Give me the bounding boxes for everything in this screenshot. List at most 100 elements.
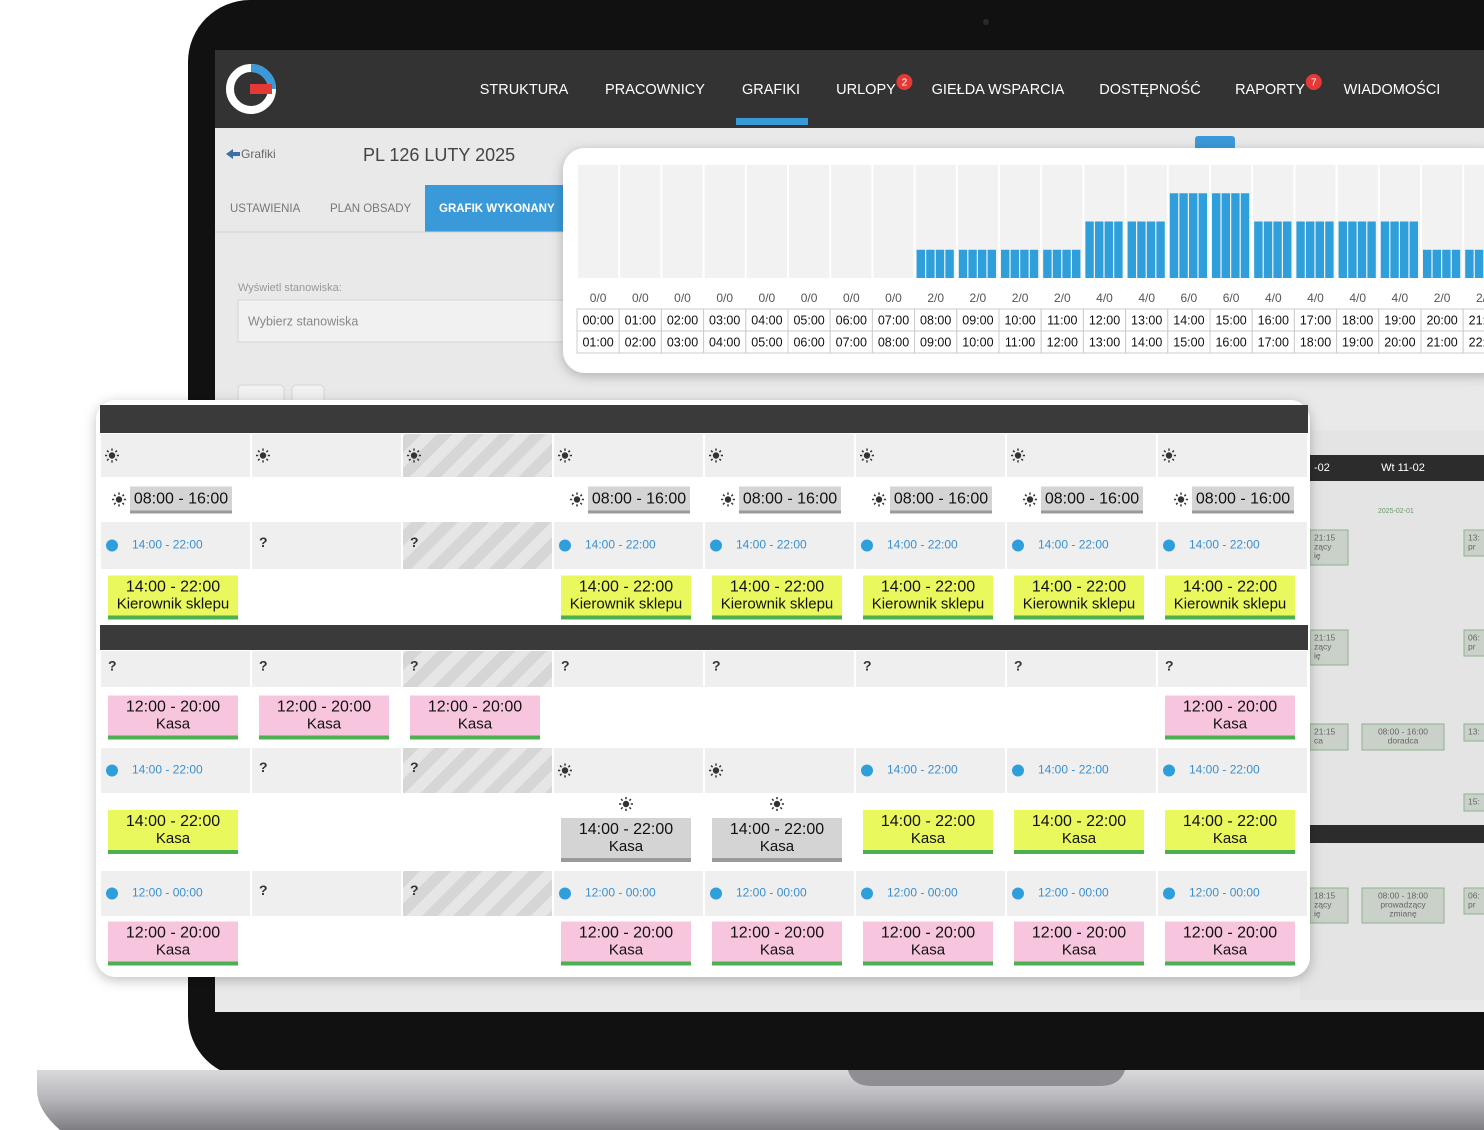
hour-from: 06:00 — [836, 313, 867, 327]
nav-item[interactable]: RAPORTY — [1235, 82, 1305, 98]
badge — [1305, 74, 1322, 90]
nav-bar — [215, 50, 1484, 128]
shift-block[interactable] — [712, 575, 842, 620]
sun-icon — [1023, 492, 1037, 507]
unknown-mark: ? — [259, 658, 268, 674]
shift-block[interactable] — [1165, 921, 1295, 966]
shift-block[interactable] — [410, 695, 540, 740]
bar — [1189, 193, 1198, 278]
shift-role: Kasa — [156, 941, 191, 958]
hour-to: 11:00 — [1005, 335, 1035, 349]
shift-block[interactable] — [1165, 810, 1295, 854]
bar — [1474, 249, 1484, 278]
shift-block[interactable] — [108, 575, 238, 620]
shift-cell — [1361, 887, 1445, 924]
shift-time: 14:00 - 22:00 — [126, 579, 220, 596]
availability-dot — [861, 887, 873, 900]
time-chip — [1041, 486, 1143, 513]
shift-time: 12:00 - 20:00 — [126, 699, 220, 716]
shift-block[interactable] — [561, 575, 691, 620]
cell-bg — [554, 651, 703, 687]
shift-block[interactable] — [863, 810, 993, 854]
hour-to: 07:00 — [836, 335, 867, 349]
availability-time: 14:00 - 22:00 — [887, 763, 958, 777]
sun-ray — [730, 494, 734, 497]
button[interactable] — [1195, 136, 1235, 150]
hour-to: 08:00 — [878, 335, 909, 349]
nav-item[interactable]: GIEŁDA WSPARCIA — [932, 82, 1065, 98]
nav-item[interactable]: URLOPY — [836, 82, 896, 98]
count-label: 0/0 — [843, 291, 860, 305]
camera — [983, 19, 989, 25]
sun-core — [573, 496, 581, 503]
sun-ray — [1024, 494, 1028, 497]
back-link[interactable]: Grafiki — [241, 147, 276, 161]
cell-bg — [252, 651, 401, 687]
tab[interactable]: GRAFIK WYKONANY — [439, 203, 555, 215]
cell — [1462, 330, 1484, 354]
shift-text: 13: — [1468, 726, 1480, 736]
shift-text: prowadzący — [1380, 899, 1426, 909]
time-chip — [130, 486, 232, 513]
sun-ray — [718, 458, 722, 461]
hour-to: 03:00 — [667, 335, 698, 349]
shift-role: Kasa — [1062, 830, 1097, 847]
shift-cell — [1309, 723, 1349, 751]
tab[interactable]: USTAWIENIA — [230, 203, 301, 215]
shift-block[interactable] — [1165, 575, 1295, 620]
count-label: 4/0 — [1265, 291, 1282, 305]
cell-bg — [856, 748, 1005, 793]
shift-underline — [1014, 961, 1144, 966]
shift-block[interactable] — [108, 695, 238, 740]
bar — [1114, 221, 1123, 278]
background-grid: -02 Wt 11-022025-02-0121:15zącyię21:15ząc… — [1300, 430, 1484, 1000]
chip-underline — [130, 510, 232, 514]
nav-item[interactable]: DOSTĘPNOŚĆ — [1099, 80, 1201, 98]
hour-to: 22:00 — [1469, 335, 1484, 349]
shift-block[interactable] — [1165, 695, 1295, 740]
shift-block[interactable] — [108, 921, 238, 966]
sun-ray — [1175, 502, 1179, 505]
unknown-mark: ? — [410, 534, 419, 550]
shift-block[interactable] — [1014, 921, 1144, 966]
shift-block[interactable] — [1014, 575, 1144, 620]
bar — [978, 249, 987, 278]
shift-cell — [1463, 723, 1484, 742]
back-arrow — [226, 149, 240, 159]
shift-block[interactable] — [108, 810, 238, 854]
sun-ray — [771, 798, 775, 802]
shift-block[interactable] — [863, 575, 993, 620]
shift-block[interactable] — [259, 695, 389, 740]
tab[interactable]: PLAN OBSADY — [330, 203, 411, 215]
shift-underline — [108, 735, 238, 740]
nav-item[interactable]: WIADOMOŚCI — [1344, 80, 1441, 98]
chip-underline — [588, 510, 690, 514]
nav-item[interactable]: STRUKTURA — [480, 82, 569, 98]
shift-block[interactable] — [863, 921, 993, 966]
filter-label: Wyświetl stanowiska: — [238, 282, 342, 294]
sun-icon — [407, 448, 421, 463]
nav-item[interactable]: PRACOWNICY — [605, 82, 705, 98]
availability-dot — [1012, 539, 1024, 552]
shift-block[interactable] — [1014, 810, 1144, 854]
hour-to: 04:00 — [709, 335, 740, 349]
sun-ray — [873, 494, 877, 497]
shift-block[interactable] — [712, 818, 842, 862]
sun-ray — [1032, 494, 1036, 497]
shift-block[interactable] — [561, 818, 691, 862]
section-bar — [100, 405, 1308, 433]
cell-bg — [1158, 434, 1307, 477]
sun-icon — [570, 492, 584, 507]
shift-block[interactable] — [561, 921, 691, 966]
count-label: 4/0 — [1096, 291, 1113, 305]
availability-time: 12:00 - 00:00 — [736, 886, 807, 900]
shift-time: 14:00 - 22:00 — [730, 821, 824, 838]
shift-time: 12:00 - 20:00 — [579, 925, 673, 942]
shift-block[interactable] — [712, 921, 842, 966]
bar — [1283, 221, 1292, 278]
sun-icon — [112, 492, 126, 507]
shift-time: 14:00 - 22:00 — [730, 579, 824, 596]
nav-item[interactable]: GRAFIKI — [742, 82, 800, 98]
shift-underline — [863, 850, 993, 854]
